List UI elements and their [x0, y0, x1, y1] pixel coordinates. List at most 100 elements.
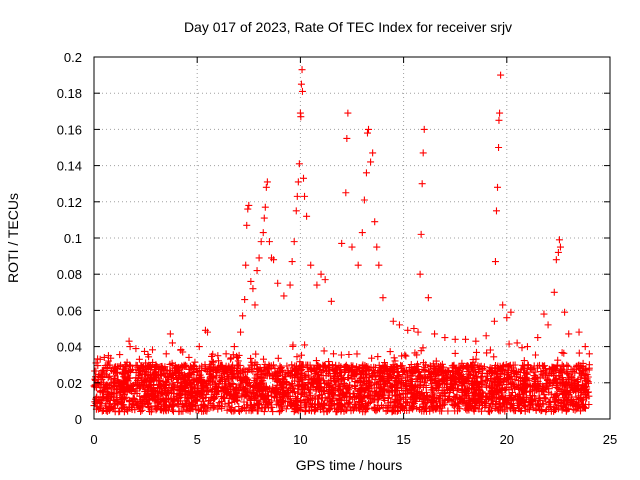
- data-point-0-16: [195, 343, 203, 351]
- data-point-0-56: [298, 87, 306, 95]
- x-tick-label-4: 20: [500, 432, 514, 447]
- x-tick-label-3: 15: [396, 432, 410, 447]
- data-point-0-57: [299, 174, 307, 182]
- data-point-0-115: [550, 288, 558, 296]
- data-point-0-64: [327, 297, 335, 305]
- data-point-0-102: [494, 183, 502, 191]
- data-point-0-12: [166, 330, 174, 338]
- data-point-0-101: [492, 207, 500, 215]
- data-point-0-5: [121, 361, 129, 369]
- data-point-0-49: [293, 192, 301, 200]
- data-point-0-86: [414, 328, 422, 336]
- data-point-0-94: [441, 334, 449, 342]
- data-point-0-14: [177, 346, 185, 354]
- data-point-0-79: [373, 243, 381, 251]
- data-point-0-76: [367, 158, 375, 166]
- data-point-0-88: [417, 230, 425, 238]
- data-point-0-24: [241, 296, 249, 304]
- data-point-0-96: [462, 335, 470, 343]
- data-point-0-54: [297, 80, 305, 88]
- data-point-0-116: [552, 256, 560, 264]
- y-tick-label-6: 0.12: [57, 195, 82, 210]
- data-point-0-37: [261, 203, 269, 211]
- x-tick-label-2: 10: [293, 432, 307, 447]
- data-point-0-77: [369, 149, 377, 157]
- data-point-0-89: [418, 180, 426, 188]
- data-point-0-4: [111, 364, 119, 372]
- data-point-0-36: [260, 214, 268, 222]
- data-points: [90, 66, 593, 416]
- data-point-0-3: [104, 352, 112, 360]
- data-point-0-78: [371, 218, 379, 226]
- data-point-0-19: [214, 352, 222, 360]
- y-tick-label-7: 0.14: [57, 159, 82, 174]
- data-point-0-118: [555, 236, 563, 244]
- data-point-0-18: [204, 328, 212, 336]
- data-point-0-119: [556, 243, 564, 251]
- data-point-0-75: [365, 125, 373, 133]
- data-point-0-107: [499, 301, 507, 309]
- data-point-0-7: [126, 343, 134, 351]
- data-point-0-122: [575, 328, 583, 336]
- y-tick-label-9: 0.18: [57, 86, 82, 101]
- data-point-0-67: [343, 134, 351, 142]
- data-point-0-112: [534, 334, 542, 342]
- data-point-0-63: [321, 276, 329, 284]
- data-point-0-84: [404, 326, 412, 334]
- data-point-0-108: [503, 314, 511, 322]
- y-tick-label-0: 0: [75, 412, 82, 427]
- data-point-0-6: [125, 337, 133, 345]
- y-tick-label-8: 0.16: [57, 122, 82, 137]
- data-point-0-98: [482, 332, 490, 340]
- data-point-0-53: [297, 113, 305, 121]
- y-tick-label-1: 0.02: [57, 376, 82, 391]
- x-tick-label-0: 0: [90, 432, 97, 447]
- data-point-0-121: [565, 330, 573, 338]
- data-point-0-90: [419, 149, 427, 157]
- data-point-0-80: [375, 261, 383, 269]
- data-point-0-61: [313, 281, 321, 289]
- data-point-0-73: [362, 169, 370, 177]
- data-point-0-40: [265, 238, 273, 246]
- data-point-0-29: [247, 277, 255, 285]
- data-point-0-13: [168, 339, 176, 347]
- data-point-0-47: [290, 238, 298, 246]
- data-point-0-83: [395, 321, 403, 329]
- x-axis-label: GPS time / hours: [296, 457, 403, 473]
- data-point-0-46: [288, 258, 296, 266]
- data-point-0-71: [358, 229, 366, 237]
- data-point-0-26: [243, 221, 251, 229]
- data-point-0-82: [389, 317, 397, 325]
- data-point-0-87: [416, 270, 424, 278]
- data-point-0-111: [523, 343, 531, 351]
- y-tick-label-2: 0.04: [57, 340, 82, 355]
- chart-title: Day 017 of 2023, Rate Of TEC Index for r…: [184, 19, 512, 35]
- y-tick-label-4: 0.08: [57, 267, 82, 282]
- data-point-0-95: [451, 335, 459, 343]
- data-point-0-69: [348, 243, 356, 251]
- data-point-0-35: [259, 229, 267, 237]
- data-point-0-60: [307, 261, 315, 269]
- data-point-0-45: [286, 281, 294, 289]
- data-point-0-91: [420, 125, 428, 133]
- data-point-0-120: [561, 308, 569, 316]
- data-point-0-72: [360, 196, 368, 204]
- data-point-0-39: [263, 178, 271, 186]
- data-point-0-113: [540, 310, 548, 318]
- data-point-0-31: [251, 301, 259, 309]
- data-point-0-48: [292, 207, 300, 215]
- data-point-0-68: [344, 109, 352, 117]
- data-point-0-74: [363, 129, 371, 137]
- data-point-0-9: [142, 359, 150, 367]
- y-tick-label-5: 0.1: [64, 231, 82, 246]
- axis-ticks: 0 0.02 0.04 0.06 0.08 0.1 0.12 0.14 0.16 0.18 0.2 0…: [57, 50, 618, 447]
- data-point-0-93: [431, 330, 439, 338]
- data-point-0-44: [280, 292, 288, 300]
- data-point-0-97: [472, 337, 480, 345]
- data-point-0-27: [244, 205, 252, 213]
- y-tick-label-3: 0.06: [57, 303, 82, 318]
- data-point-0-58: [301, 192, 309, 200]
- data-point-0-109: [507, 308, 515, 316]
- data-point-0-51: [295, 160, 303, 168]
